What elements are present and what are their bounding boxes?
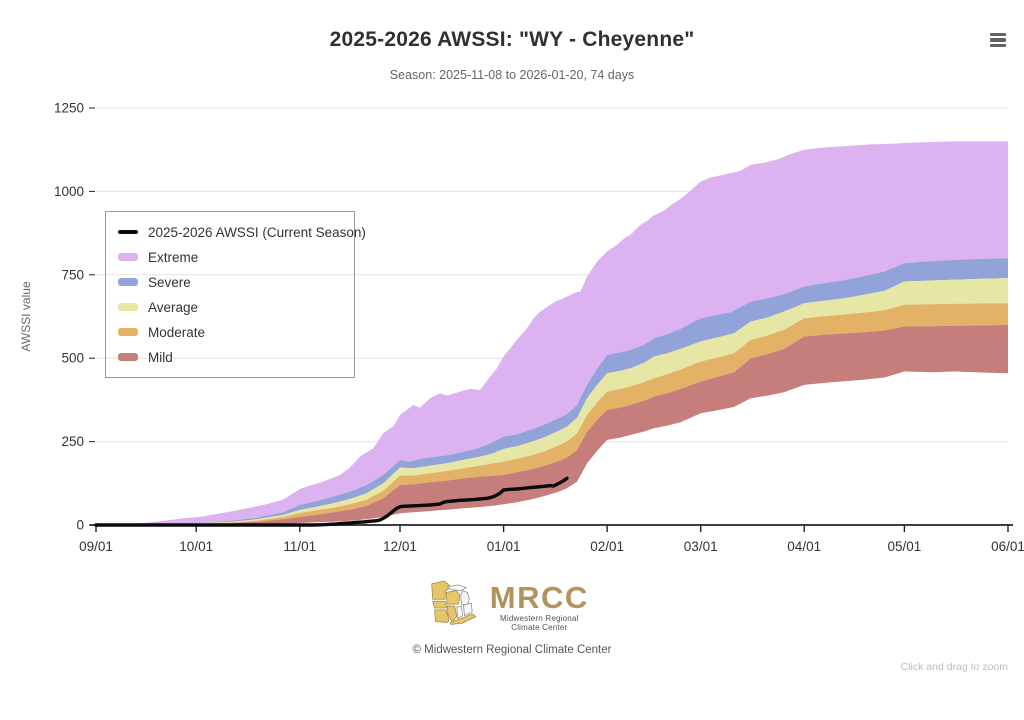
mrcc-acronym: MRCC: [489, 580, 589, 615]
x-tick-label: 05/01: [888, 539, 922, 554]
band-swatch-icon: [118, 328, 138, 336]
mrcc-name-line1: Midwestern Regional: [500, 613, 579, 623]
band-swatch-icon: [118, 278, 138, 286]
legend-label: Severe: [148, 274, 191, 290]
context-menu-button[interactable]: [984, 28, 1012, 52]
legend-label: Average: [148, 299, 199, 315]
y-tick-label: 250: [61, 434, 84, 449]
y-tick-label: 500: [61, 351, 84, 366]
band-moderate: [96, 303, 1008, 525]
y-tick-label: 1000: [54, 184, 84, 199]
x-tick-label: 03/01: [684, 539, 718, 554]
y-tick-label: 1250: [54, 101, 84, 116]
x-tick-label: 11/01: [283, 539, 316, 554]
x-tick-label: 04/01: [787, 539, 821, 554]
legend-item-extreme[interactable]: Extreme: [118, 246, 342, 268]
mrcc-name-line2: Climate Center: [511, 623, 568, 632]
chart-legend: 2025-2026 AWSSI (Current Season) Extreme S…: [105, 211, 366, 378]
legend-label: 2025-2026 AWSSI (Current Season): [148, 224, 366, 240]
mrcc-logo-text: MRCC Midwestern Regional Climate Center: [490, 582, 589, 632]
chart-title: 2025-2026 AWSSI: "WY - Cheyenne": [329, 28, 695, 51]
band-average: [96, 278, 1008, 525]
zoom-hint: Click and drag to zoom: [900, 661, 1008, 673]
legend-label: Mild: [148, 349, 173, 365]
y-tick-label: 0: [76, 518, 84, 533]
band-swatch-icon: [118, 353, 138, 361]
legend-item-mild[interactable]: Mild: [118, 346, 342, 368]
x-tick-label: 02/01: [590, 539, 624, 554]
legend-item-severe[interactable]: Severe: [118, 271, 342, 293]
mrcc-logo: MRCC Midwestern Regional Climate Center: [429, 577, 589, 637]
x-tick-label: 09/01: [79, 539, 113, 554]
band-extreme: [96, 141, 1008, 525]
current-season-line: [94, 476, 569, 527]
band-mild: [96, 324, 1008, 525]
x-tick-label: 01/01: [487, 539, 521, 554]
y-tick-label: 750: [61, 267, 84, 282]
band-swatch-icon: [118, 253, 138, 261]
x-tick-label: 06/01: [991, 539, 1024, 554]
legend-item-average[interactable]: Average: [118, 296, 342, 318]
hamburger-icon: [990, 32, 1006, 36]
legend-label: Extreme: [148, 249, 199, 265]
copyright-text: © Midwestern Regional Climate Center: [412, 644, 612, 656]
band-swatch-icon: [118, 303, 138, 311]
legend-label: Moderate: [148, 324, 206, 340]
x-tick-label: 10/01: [179, 539, 213, 554]
y-axis-title: AWSSI value: [19, 281, 33, 352]
legend-item-2025-2026-awssi-current-season[interactable]: 2025-2026 AWSSI (Current Season): [118, 221, 366, 243]
legend-item-moderate[interactable]: Moderate: [118, 321, 342, 343]
midwest-states-map-icon: [431, 580, 477, 625]
x-tick-label: 12/01: [383, 539, 417, 554]
chart-subtitle: Season: 2025-11-08 to 2026-01-20, 74 day…: [389, 68, 635, 82]
line-swatch-icon: [118, 229, 138, 235]
